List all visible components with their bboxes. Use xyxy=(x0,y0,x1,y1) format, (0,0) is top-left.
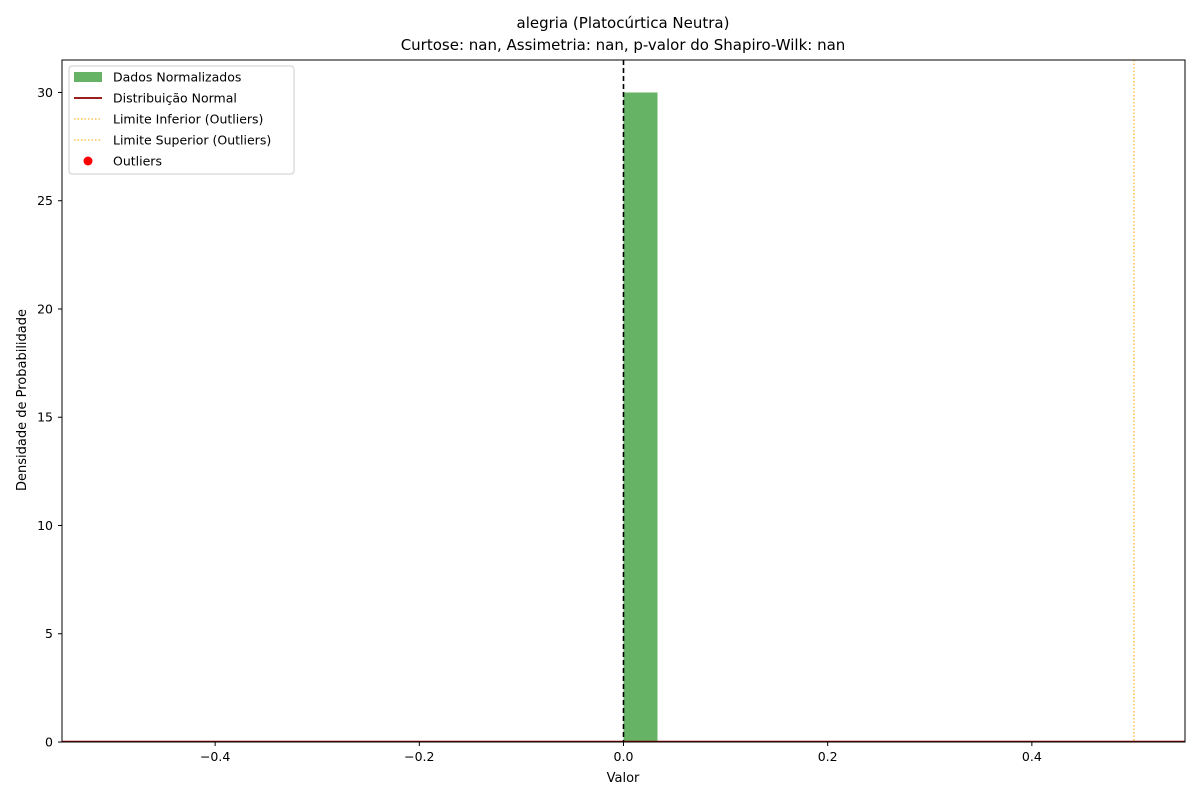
y-tick-label: 5 xyxy=(45,626,53,641)
plot-area xyxy=(62,60,1185,743)
y-tick-label: 20 xyxy=(37,301,53,316)
axes: −0.4 −0.2 0.0 0.2 0.4 0 5 10 15 20 25 30 xyxy=(37,59,1186,764)
legend-item: Limite Inferior (Outliers) xyxy=(74,112,263,127)
x-tick-label: −0.2 xyxy=(404,749,434,764)
legend-label: Distribuição Normal xyxy=(113,91,237,106)
legend-item: Distribuição Normal xyxy=(74,91,237,106)
x-axis-label: Valor xyxy=(607,771,640,786)
legend-item: Dados Normalizados xyxy=(74,70,241,85)
histogram-bar xyxy=(623,92,658,742)
legend-label: Dados Normalizados xyxy=(113,70,241,85)
chart-subtitle: Curtose: nan, Assimetria: nan, p-valor d… xyxy=(401,36,846,54)
x-tick-label: 0.0 xyxy=(614,749,634,764)
legend-label: Outliers xyxy=(113,154,162,169)
legend-label: Limite Inferior (Outliers) xyxy=(113,112,263,127)
y-tick-label: 30 xyxy=(37,85,53,100)
x-tick-label: 0.2 xyxy=(818,749,838,764)
legend-swatch xyxy=(74,72,102,82)
legend-item: Outliers xyxy=(83,154,162,169)
legend-marker xyxy=(83,156,93,166)
legend: Dados Normalizados Distribuição Normal Lim… xyxy=(68,65,295,175)
y-tick-label: 10 xyxy=(37,518,53,533)
x-tick-label: −0.4 xyxy=(200,749,230,764)
y-tick-label: 25 xyxy=(37,193,53,208)
y-tick-label: 0 xyxy=(45,735,53,750)
legend-label: Limite Superior (Outliers) xyxy=(113,133,271,148)
legend-item: Limite Superior (Outliers) xyxy=(74,133,271,148)
chart-title: alegria (Platocúrtica Neutra) xyxy=(517,14,730,32)
y-tick-label: 15 xyxy=(37,410,53,425)
legend-box xyxy=(68,65,295,175)
y-axis-label: Densidade de Probabilidade xyxy=(15,309,30,491)
x-tick-label: 0.4 xyxy=(1022,749,1042,764)
